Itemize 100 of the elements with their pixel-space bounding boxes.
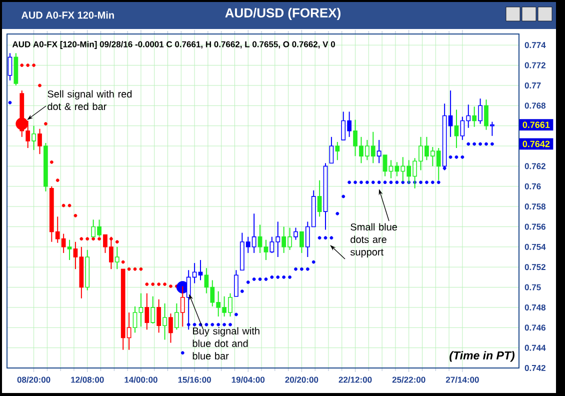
point bbox=[383, 180, 387, 184]
point bbox=[282, 275, 286, 279]
candlestick bbox=[8, 52, 12, 81]
point bbox=[401, 180, 405, 184]
point bbox=[490, 142, 494, 146]
x-tick-label: 22/12:00 bbox=[338, 376, 372, 383]
point bbox=[56, 178, 60, 182]
point bbox=[180, 351, 184, 355]
x-tick-label: 19/04:00 bbox=[232, 376, 265, 383]
point bbox=[425, 180, 428, 184]
point bbox=[360, 180, 363, 184]
point bbox=[86, 237, 90, 241]
point bbox=[234, 312, 238, 316]
point bbox=[365, 180, 369, 184]
point bbox=[151, 282, 155, 286]
point bbox=[98, 237, 101, 241]
candlestick bbox=[168, 312, 173, 344]
x-tick-label: 25/22:00 bbox=[392, 376, 426, 383]
candlestick bbox=[382, 154, 388, 177]
point bbox=[145, 282, 149, 286]
y-tick-label: 0.746 bbox=[524, 324, 546, 331]
point bbox=[389, 180, 393, 184]
point bbox=[466, 142, 470, 146]
text: AUD A0-FX 120-Min bbox=[21, 11, 114, 19]
point bbox=[157, 282, 161, 286]
y-tick-label: 0.768 bbox=[524, 102, 546, 109]
y-tick-label: 0.774 bbox=[524, 42, 546, 48]
candlestick bbox=[335, 141, 340, 161]
x-tick-label: 12/08:00 bbox=[71, 376, 104, 383]
chart-title: AUD/USD (FOREX) bbox=[225, 8, 340, 20]
point bbox=[270, 275, 274, 279]
point bbox=[472, 142, 476, 146]
candlestick bbox=[329, 136, 334, 164]
point bbox=[139, 267, 143, 271]
point bbox=[192, 322, 196, 326]
y-tick-label: 0.762 bbox=[524, 163, 546, 170]
point bbox=[300, 267, 304, 271]
candlestick bbox=[454, 109, 459, 149]
point bbox=[210, 322, 214, 326]
point bbox=[484, 142, 488, 146]
candlestick bbox=[478, 98, 482, 124]
point bbox=[204, 322, 208, 326]
candlestick bbox=[150, 296, 156, 324]
point bbox=[80, 237, 84, 241]
point bbox=[288, 275, 292, 279]
point bbox=[216, 322, 220, 326]
point bbox=[246, 280, 250, 284]
y-tick-label: 0.772 bbox=[524, 62, 546, 68]
point bbox=[133, 267, 137, 271]
point bbox=[330, 236, 334, 240]
point bbox=[324, 236, 328, 240]
point bbox=[8, 100, 12, 104]
point bbox=[478, 142, 482, 146]
point bbox=[163, 282, 166, 286]
x-tick-label: 15/16:00 bbox=[178, 376, 211, 383]
point bbox=[240, 290, 244, 293]
y-tick-label: 0.754 bbox=[524, 244, 546, 250]
point bbox=[169, 284, 172, 288]
candlestick bbox=[156, 298, 162, 334]
point bbox=[336, 212, 340, 216]
candlestick bbox=[317, 180, 322, 218]
candlestick bbox=[484, 99, 488, 130]
point bbox=[38, 84, 42, 88]
point bbox=[348, 180, 352, 184]
point bbox=[419, 180, 422, 184]
candlestick bbox=[300, 231, 304, 254]
point bbox=[395, 180, 399, 184]
candlestick bbox=[264, 239, 268, 261]
point bbox=[62, 204, 66, 208]
point bbox=[252, 277, 256, 281]
y-tick-label: 0.758 bbox=[524, 204, 546, 210]
point bbox=[436, 180, 440, 184]
text: AUD A0-FX [120-Min] 09/28/16 -0.0001 C 0.7661, H 0.7662, L 0.7655, O 0.7662, V 0 bbox=[12, 41, 335, 49]
y-tick-label: 0.75 bbox=[524, 284, 541, 290]
point bbox=[264, 277, 268, 281]
y-tick-label: 0.742 bbox=[524, 364, 546, 371]
y-tick-label: 0.756 bbox=[524, 224, 546, 230]
point bbox=[306, 267, 310, 271]
point bbox=[460, 155, 464, 159]
annotation: Buy signal with blue dot and blue bar bbox=[192, 327, 260, 360]
candlestick bbox=[67, 239, 72, 261]
point bbox=[127, 267, 131, 271]
point bbox=[312, 260, 316, 264]
point bbox=[26, 64, 30, 67]
point bbox=[454, 155, 458, 159]
candlestick bbox=[234, 270, 238, 297]
candlestick bbox=[138, 292, 144, 328]
point bbox=[371, 180, 375, 184]
point bbox=[92, 237, 96, 241]
point bbox=[228, 322, 232, 326]
point bbox=[342, 194, 346, 198]
candlestick bbox=[132, 306, 138, 334]
annotation: Sell signal with red dot & red bar bbox=[48, 90, 132, 110]
candlestick bbox=[144, 292, 150, 330]
annotation: Small blue dots are support bbox=[350, 223, 397, 258]
point bbox=[318, 236, 322, 240]
point bbox=[115, 240, 119, 244]
candlestick bbox=[490, 121, 494, 136]
candlestick bbox=[472, 106, 477, 128]
point bbox=[448, 155, 452, 159]
